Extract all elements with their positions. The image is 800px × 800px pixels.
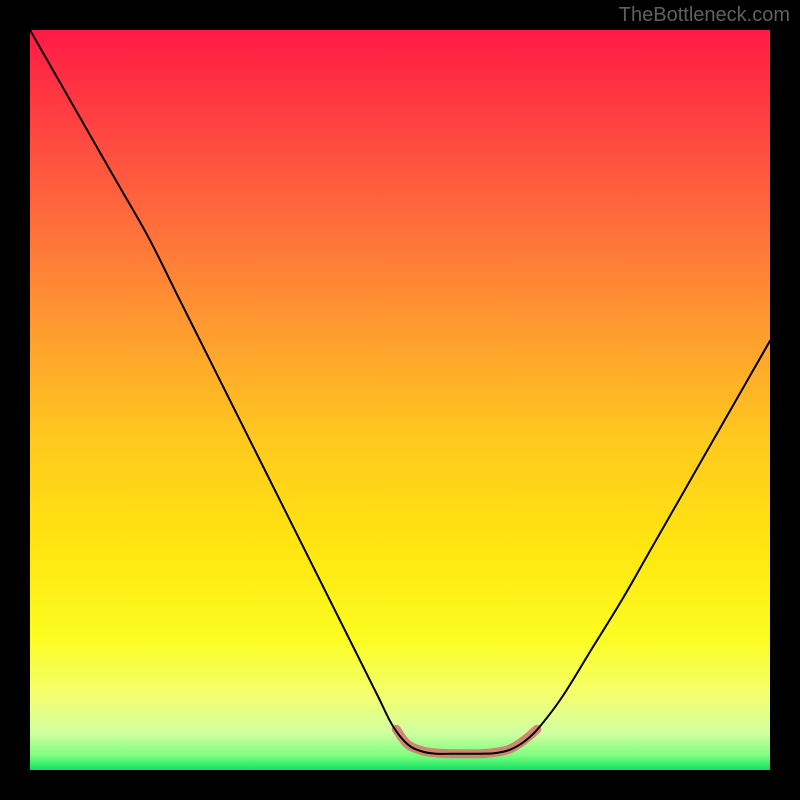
chart-background — [30, 30, 770, 770]
bottleneck-chart — [30, 30, 770, 770]
watermark-text: TheBottleneck.com — [619, 4, 790, 27]
chart-svg — [30, 30, 770, 770]
